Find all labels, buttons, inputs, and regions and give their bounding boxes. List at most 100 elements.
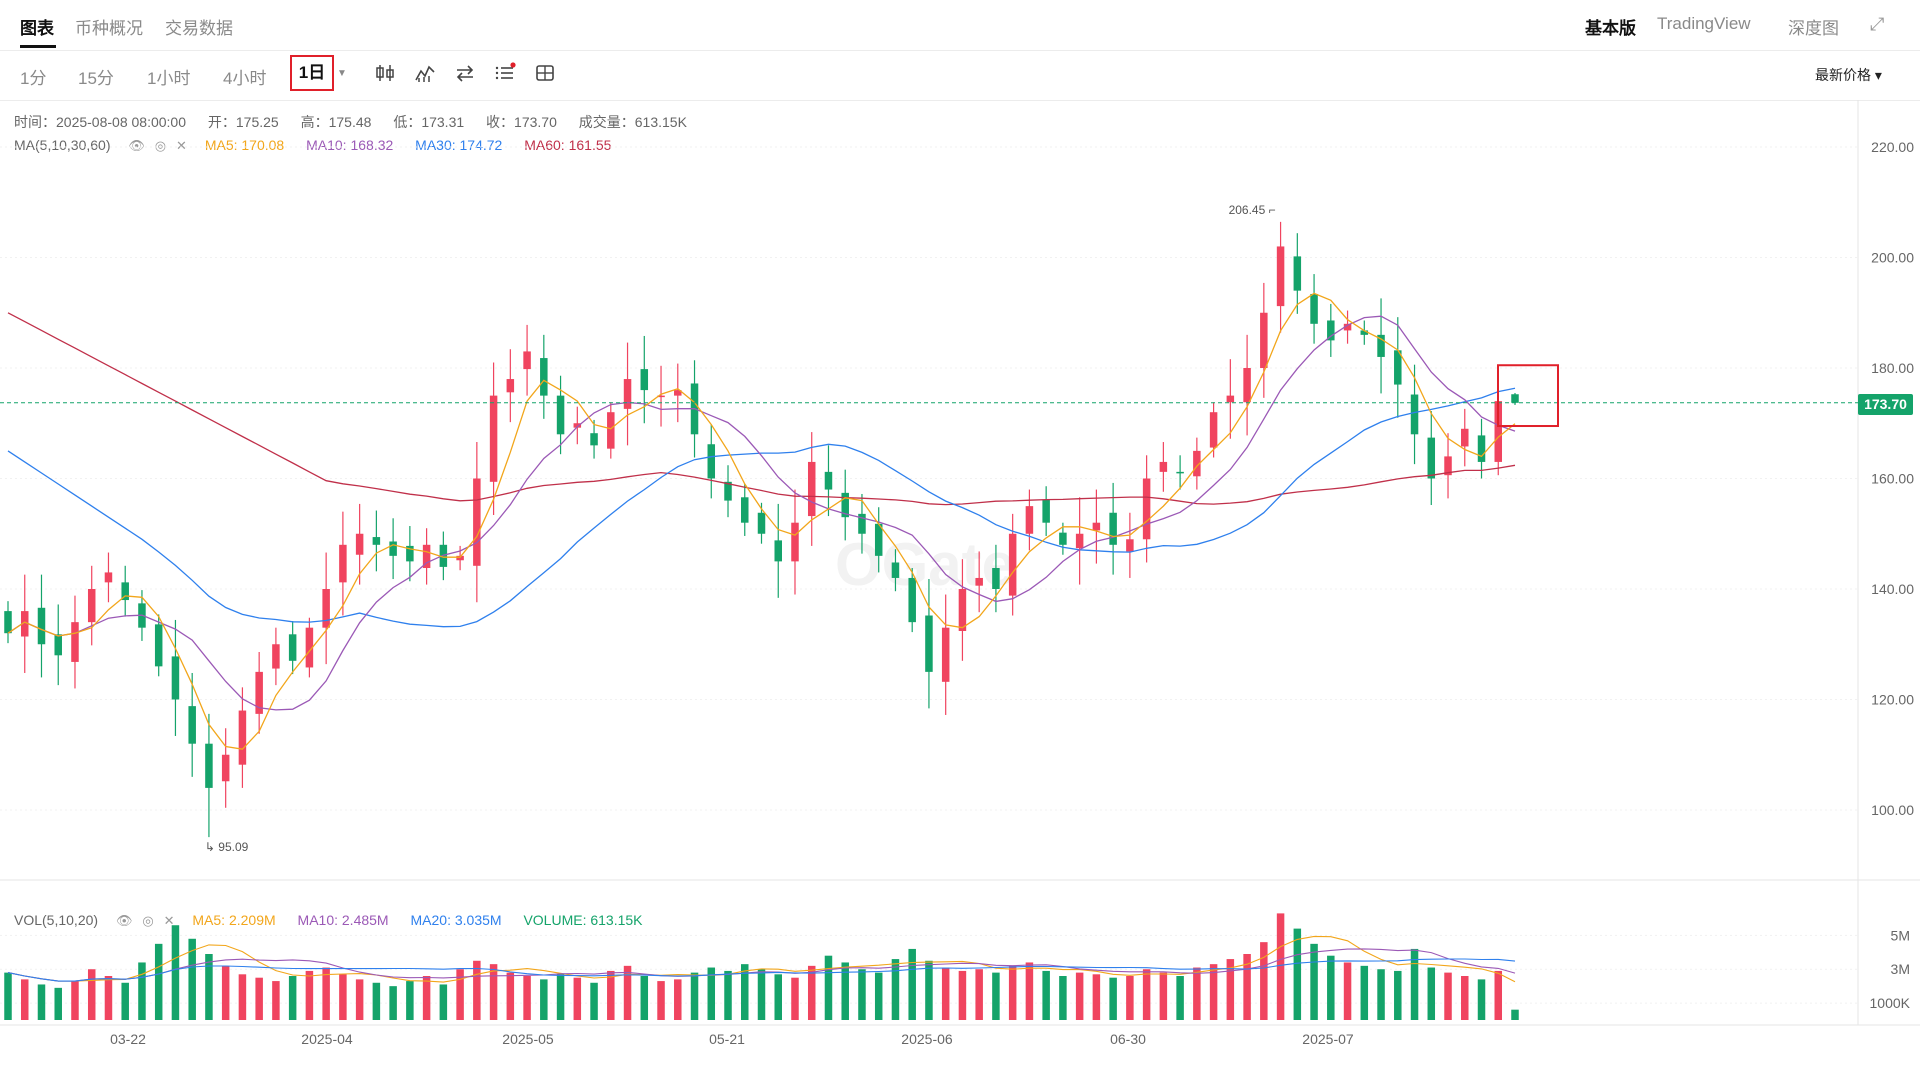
fullscreen-icon[interactable]: ⤢ (1870, 14, 1885, 34)
candle-body (623, 379, 632, 409)
volume-bar (1293, 928, 1302, 1020)
candle-body (288, 634, 297, 661)
volume-bar (1394, 970, 1402, 1020)
vol-settings-icon[interactable]: ◎ (142, 913, 154, 928)
volume-bar (238, 974, 247, 1020)
time-tick-label: 05-21 (709, 1031, 745, 1047)
eye-icon[interactable]: 👁 (128, 138, 145, 153)
volume-tick-label: 1000K (1870, 995, 1911, 1011)
ma30-line (7, 387, 1516, 628)
time-tick-label: 2025-06 (901, 1031, 953, 1047)
volume-bar (1243, 954, 1251, 1020)
ma5-value: MA5: 170.08 (204, 137, 285, 153)
close-icon[interactable]: ✕ (176, 138, 187, 153)
timeframe-1m[interactable]: 1分 (20, 69, 47, 88)
candle-body (724, 481, 732, 501)
candle-body (489, 395, 498, 482)
volume-bar (1176, 976, 1184, 1020)
candle-body (87, 589, 96, 623)
info-time: 时间：2025-08-08 08:00:00 (14, 114, 186, 130)
tradingview-link[interactable]: TradingView (1657, 14, 1751, 33)
tab-coin-overview[interactable]: 币种概况 (75, 19, 143, 38)
volume-bar (288, 976, 297, 1020)
candle-body (1394, 350, 1402, 385)
time-tick-label: 06-30 (1110, 1031, 1146, 1047)
vol-close-icon[interactable]: ✕ (163, 913, 175, 928)
candle-body (1176, 471, 1184, 474)
timeframe-1h[interactable]: 1小时 (147, 69, 191, 88)
watermark-logo: OGate (835, 531, 1015, 598)
price-tick-label: 140.00 (1871, 581, 1914, 597)
depth-chart-link[interactable]: 深度图 (1788, 19, 1839, 38)
volume-bar (774, 974, 782, 1020)
candle-body (1427, 437, 1436, 479)
settings-icon[interactable]: ◎ (154, 138, 167, 153)
time-tick-label: 2025-04 (301, 1031, 353, 1047)
volume-bar (389, 986, 397, 1020)
volume-bar (54, 987, 62, 1020)
candle-body (1025, 506, 1034, 534)
volume-bar (104, 976, 113, 1020)
volume-bar (1142, 969, 1151, 1020)
timeframe-4h[interactable]: 4小时 (223, 69, 267, 88)
vol-volume-value: VOLUME: 613.15K (523, 912, 643, 928)
candle-body (807, 461, 816, 517)
ohlc-info: 时间：2025-08-08 08:00:00 开：175.25 高：175.48… (14, 112, 705, 132)
ma10-line (7, 315, 1516, 711)
info-low: 低：173.31 (393, 114, 465, 130)
candle-body (1059, 532, 1067, 545)
candle-body (322, 589, 330, 628)
volume-bar (674, 979, 682, 1020)
volume-bar (1260, 942, 1268, 1020)
candle-body (941, 627, 950, 682)
price-mode-select[interactable]: 最新价格 ▾ (1815, 67, 1882, 83)
volume-bar (908, 948, 916, 1020)
tab-chart[interactable]: 图表 (20, 19, 54, 38)
volume-bar (339, 974, 347, 1020)
indicator-icon[interactable] (414, 62, 436, 84)
candlestick-type-icon[interactable] (374, 62, 396, 84)
tab-trading-data[interactable]: 交易数据 (165, 19, 233, 38)
volume-bar (1092, 974, 1101, 1020)
volume-bar (841, 962, 849, 1020)
vol-label: VOL(5,10,20) (14, 912, 99, 928)
price-chart[interactable]: 220.00 200.00 180.00 160.00 140.00 120.00 100.… (0, 100, 1920, 1080)
vol-eye-icon[interactable]: 👁 (115, 913, 133, 928)
candle-body (37, 607, 46, 645)
settings-list-icon[interactable] (494, 62, 516, 84)
volume-bar (975, 969, 983, 1020)
ma30-value: MA30: 174.72 (415, 137, 503, 153)
candle-body (757, 512, 766, 534)
volume-bar (1360, 965, 1369, 1020)
swap-icon[interactable] (454, 62, 476, 84)
vol-ma20-value: MA20: 3.035M (410, 912, 502, 928)
candle-body (590, 433, 598, 446)
volume-bar (221, 965, 230, 1020)
ma-label: MA(5,10,30,60) (14, 137, 111, 153)
basic-view-link[interactable]: 基本版 (1585, 19, 1636, 38)
candle-body (573, 423, 582, 428)
highlight-box (1497, 364, 1559, 428)
volume-bar (1444, 972, 1452, 1020)
candle-body (355, 533, 364, 555)
timeframe-15m[interactable]: 15分 (78, 69, 114, 88)
candle-body (20, 611, 29, 637)
candle-body (171, 656, 180, 700)
candle-body (958, 589, 967, 631)
time-tick-label: 2025-05 (502, 1031, 554, 1047)
volume-bar (1226, 959, 1235, 1020)
candle-body (556, 395, 565, 435)
volume-bar (874, 972, 883, 1020)
candle-body (188, 706, 196, 744)
candle-body (1226, 395, 1235, 403)
volume-bar (422, 976, 431, 1020)
volume-bar (1461, 976, 1469, 1020)
layout-icon[interactable] (534, 62, 556, 84)
volume-bar (154, 943, 163, 1020)
candle-body (506, 379, 515, 393)
candle-body (1293, 256, 1302, 291)
candle-body (255, 671, 263, 714)
timeframe-1d[interactable]: 1日 (290, 55, 334, 91)
timeframe-dropdown-icon[interactable]: ▼ (337, 68, 347, 79)
volume-bar (1276, 913, 1285, 1020)
